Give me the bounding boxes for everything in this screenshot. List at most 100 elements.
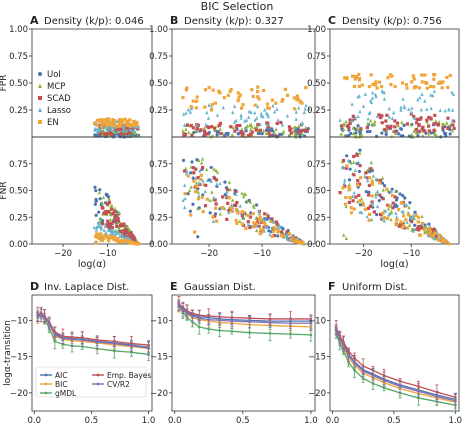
- scatter-point-en: [193, 230, 197, 234]
- panel-title: Gaussian Dist.: [184, 282, 256, 293]
- scatter-point-en: [108, 122, 112, 126]
- scatter-point-en: [106, 122, 111, 126]
- scatter-point-scad: [354, 195, 358, 199]
- scatter-point-uoi: [264, 128, 269, 132]
- scatter-point-uoi: [380, 131, 384, 135]
- scatter-point-scad: [199, 128, 203, 132]
- scatter-point-lasso: [429, 106, 433, 111]
- scatter-point-scad: [428, 116, 432, 120]
- panel-letter: F: [328, 280, 336, 293]
- scatter-point-scad: [391, 201, 395, 205]
- scatter-point-scad: [355, 153, 359, 157]
- scatter-point-lasso: [300, 121, 304, 126]
- scatter-point-uoi: [382, 184, 387, 188]
- data-point: [454, 399, 457, 403]
- scatter-point-lasso: [263, 107, 267, 112]
- scatter-point-en: [199, 173, 203, 177]
- scatter-point-en: [119, 123, 123, 127]
- scatter-point-lasso: [275, 107, 279, 111]
- data-point: [43, 316, 46, 319]
- y-tick-label: −20: [308, 389, 326, 399]
- scatter-point-mcp: [110, 203, 114, 208]
- scatter-point-lasso: [304, 103, 308, 108]
- scatter-point-lasso: [380, 88, 384, 93]
- scatter-point-lasso: [394, 211, 398, 215]
- legend-marker-0: [44, 373, 48, 377]
- scatter-point-uoi: [368, 129, 372, 134]
- scatter-point-scad: [234, 189, 238, 193]
- scatter-point-en: [387, 204, 391, 208]
- scatter-point-lasso: [358, 109, 362, 114]
- scatter-point-lasso: [341, 165, 345, 169]
- scatter-point-lasso: [370, 217, 374, 222]
- scatter-point-uoi: [182, 158, 186, 162]
- scatter-point-scad: [338, 191, 342, 195]
- data-point: [268, 321, 272, 324]
- scatter-point-uoi: [408, 201, 412, 205]
- y-tick-label: 0.50: [149, 79, 168, 89]
- scatter-point-lasso: [350, 102, 354, 106]
- scatter-point-en: [258, 219, 262, 223]
- scatter-point-scad: [221, 195, 225, 199]
- scatter-point-mcp: [230, 132, 234, 137]
- scatter-point-lasso: [407, 107, 411, 112]
- scatter-point-mcp: [369, 118, 373, 123]
- legend-marker-3: [96, 373, 100, 377]
- scatter-point-lasso: [375, 204, 380, 209]
- data-point: [147, 346, 150, 350]
- scatter-point-scad: [400, 222, 404, 226]
- scatter-point-lasso: [286, 237, 290, 242]
- data-point: [39, 313, 43, 316]
- scatter-point-scad: [214, 178, 219, 182]
- scatter-point-lasso: [356, 94, 360, 99]
- scatter-point-scad: [432, 122, 436, 126]
- scatter-point-en: [108, 234, 112, 238]
- scatter-point-scad: [118, 128, 122, 132]
- scatter-point-lasso: [425, 107, 429, 111]
- scatter-point-en: [300, 101, 304, 105]
- data-point: [435, 395, 439, 398]
- data-point: [353, 361, 356, 365]
- scatter-point-mcp: [202, 125, 206, 130]
- scatter-point-uoi: [364, 189, 368, 194]
- scatter-point-en: [192, 179, 196, 183]
- scatter-point-lasso: [197, 180, 201, 185]
- legend-marker-2: [44, 391, 48, 395]
- scatter-point-scad: [270, 217, 274, 221]
- scatter-point-en: [447, 242, 451, 246]
- scatter-point-mcp: [240, 127, 244, 131]
- scatter-point-scad: [364, 171, 368, 175]
- scatter-point-en: [410, 80, 414, 84]
- scatter-point-en: [355, 75, 359, 79]
- scatter-point-scad: [210, 125, 214, 129]
- scatter-point-mcp: [356, 199, 360, 204]
- scatter-point-en: [343, 76, 347, 80]
- scatter-point-mcp: [227, 180, 232, 184]
- y-tick-label: −10: [10, 316, 28, 326]
- scatter-point-uoi: [356, 124, 360, 128]
- scatter-point-lasso: [303, 106, 307, 111]
- scatter-point-uoi: [416, 134, 420, 138]
- scatter-point-en: [361, 203, 365, 207]
- scatter-point-lasso: [370, 201, 375, 205]
- scatter-point-mcp: [339, 132, 343, 136]
- legend-marker-mcp: [38, 83, 42, 88]
- scatter-point-lasso: [291, 233, 295, 238]
- scatter-point-en: [125, 239, 129, 243]
- scatter-point-scad: [106, 224, 110, 228]
- scatter-point-mcp: [301, 132, 305, 136]
- scatter-point-lasso: [351, 194, 355, 198]
- scatter-point-en: [203, 105, 207, 109]
- scatter-point-scad: [348, 118, 352, 122]
- scatter-point-scad: [107, 222, 111, 226]
- scatter-point-en: [211, 215, 215, 219]
- scatter-point-scad: [398, 222, 403, 227]
- legend-label: BIC: [55, 380, 68, 389]
- scatter-point-lasso: [182, 123, 187, 127]
- scatter-point-lasso: [247, 109, 251, 114]
- scatter-point-en: [92, 121, 97, 125]
- scatter-point-lasso: [97, 126, 101, 131]
- scatter-point-en: [352, 207, 356, 211]
- scatter-point-lasso: [432, 236, 437, 241]
- scatter-point-en: [265, 106, 270, 110]
